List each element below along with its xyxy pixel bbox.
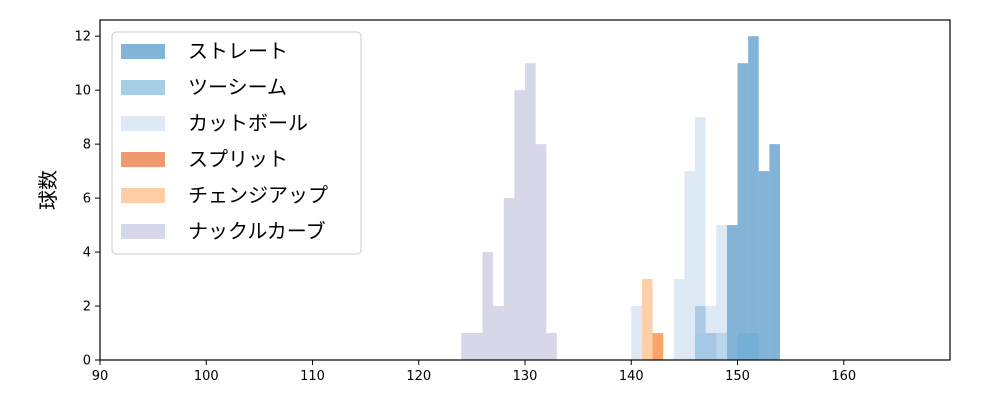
legend-label: ストレート	[188, 39, 288, 63]
y-axis: 0 2 4 6 8 10 12	[74, 30, 100, 369]
histogram-bar-series-5-bin-4	[514, 90, 525, 361]
histogram-bar-series-2-bin-5	[716, 225, 727, 360]
legend-swatch	[121, 80, 165, 95]
y-tick-label: 6	[83, 192, 91, 207]
histogram-bar-series-2-bin-3	[695, 117, 706, 361]
y-tick-label: 4	[83, 246, 91, 261]
legend-label: ナックルカーブ	[188, 219, 326, 243]
y-tick-label: 8	[83, 138, 91, 153]
x-tick-label: 140	[619, 369, 644, 384]
legend-label: ツーシーム	[188, 75, 287, 99]
x-tick-label: 120	[406, 369, 431, 384]
histogram-bar-series-4-bin-0	[641, 279, 653, 360]
histogram-bar-series-2-bin-0	[631, 306, 642, 360]
legend-label: スプリット	[188, 147, 288, 171]
histogram-bar-series-5-bin-2	[493, 306, 504, 360]
legend-label: チェンジアップ	[188, 183, 328, 207]
legend-swatch	[121, 188, 165, 203]
histogram-bar-series-0-bin-4	[748, 36, 759, 360]
histogram-bar-series-5-bin-0	[461, 333, 483, 360]
x-tick-label: 110	[300, 369, 325, 384]
histogram-bar-series-0-bin-3	[737, 63, 749, 361]
x-tick-label: 150	[725, 369, 750, 384]
x-tick-label: 90	[92, 369, 109, 384]
histogram-bar-series-5-bin-1	[482, 252, 494, 360]
histogram-bar-series-1-bin-1	[737, 333, 759, 360]
histogram-bar-series-5-bin-6	[535, 144, 547, 360]
legend-swatch	[121, 224, 165, 239]
legend-label: カットボール	[188, 111, 308, 135]
histogram-bar-series-2-bin-4	[705, 306, 717, 360]
legend-swatch	[121, 152, 165, 167]
legend-swatch	[121, 44, 165, 59]
x-tick-label: 100	[194, 369, 219, 384]
x-axis: 90 100 110 120 130 140 150 160	[92, 360, 856, 384]
y-tick-label: 2	[83, 300, 91, 315]
histogram-bar-series-2-bin-2	[684, 171, 695, 360]
y-tick-label: 0	[83, 354, 91, 369]
y-tick-label: 10	[74, 84, 91, 99]
histogram-bar-series-5-bin-3	[503, 198, 515, 360]
histogram-bar-series-0-bin-2	[726, 225, 738, 360]
histogram-bar-series-5-bin-5	[525, 63, 536, 361]
histogram-bar-series-5-bin-7	[546, 333, 557, 360]
x-tick-label: 130	[513, 369, 538, 384]
legend-swatch	[121, 116, 165, 131]
histogram-bar-series-0-bin-6	[769, 144, 780, 360]
y-axis-label: 球数	[36, 170, 60, 210]
x-tick-label: 160	[831, 369, 856, 384]
histogram-bar-series-0-bin-5	[758, 171, 770, 360]
y-tick-label: 12	[74, 30, 91, 45]
legend-frame	[111, 31, 362, 255]
histogram-bar-series-4-bin-1	[652, 333, 664, 360]
bars-layer	[461, 36, 780, 361]
histogram-bar-series-2-bin-1	[673, 279, 685, 360]
